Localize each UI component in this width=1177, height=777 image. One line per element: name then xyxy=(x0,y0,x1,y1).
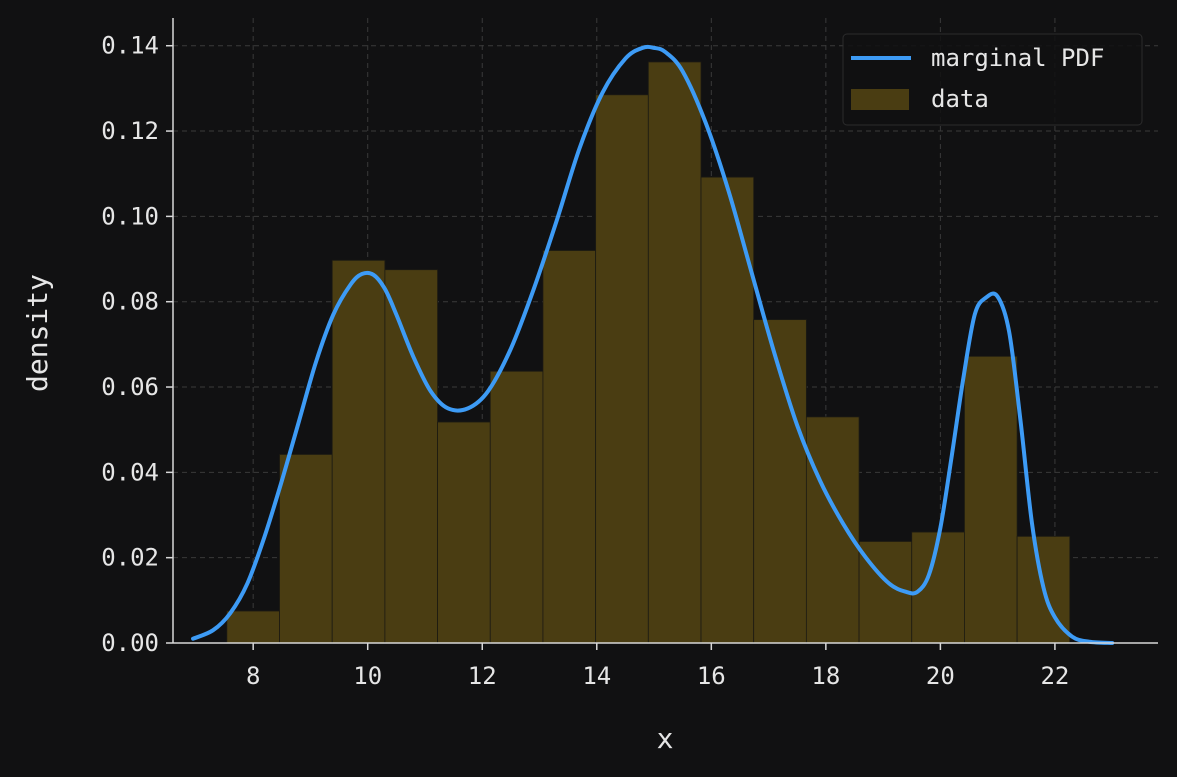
y-tick-label: 0.06 xyxy=(101,373,159,401)
x-tick-label: 8 xyxy=(246,662,260,690)
histogram-bar xyxy=(331,259,386,644)
histogram-bar xyxy=(595,94,649,644)
marginal-pdf-line xyxy=(191,44,1115,645)
histogram-bar xyxy=(489,370,544,644)
y-tick-label: 0.04 xyxy=(101,458,159,486)
legend-label-marginal-pdf: marginal PDF xyxy=(931,44,1104,72)
legend-box xyxy=(842,33,1143,126)
histogram-bar xyxy=(542,250,597,644)
histogram-bars xyxy=(226,61,1071,644)
y-tick-label: 0.14 xyxy=(101,32,159,60)
histogram-bar xyxy=(700,176,755,644)
y-tick-label: 0.02 xyxy=(101,544,159,572)
x-tick-label: 18 xyxy=(811,662,840,690)
x-tick-label: 14 xyxy=(582,662,611,690)
legend-swatch-data xyxy=(851,89,909,110)
x-ticks: 8 10 12 14 16 18 20 22 xyxy=(246,643,1069,690)
x-tick-label: 16 xyxy=(697,662,726,690)
y-axis-title: density xyxy=(21,274,54,392)
x-axis-title: x xyxy=(657,722,674,755)
x-tick-label: 20 xyxy=(926,662,955,690)
x-tick-label: 10 xyxy=(353,662,382,690)
y-tick-label: 0.08 xyxy=(101,288,159,316)
y-tick-label: 0.12 xyxy=(101,117,159,145)
x-tick-label: 12 xyxy=(468,662,497,690)
histogram-bar xyxy=(437,421,491,644)
histogram-bar xyxy=(226,610,280,644)
histogram-bar xyxy=(279,454,333,644)
y-ticks: 0.00 0.02 0.04 0.06 0.08 0.10 0.12 0.14 xyxy=(101,32,173,657)
histogram-bar xyxy=(647,61,702,644)
pdf-line-layer xyxy=(191,44,1115,645)
histogram-bar xyxy=(805,416,860,644)
axes xyxy=(172,18,1158,644)
histogram-bar xyxy=(384,269,438,644)
y-tick-label: 0.00 xyxy=(101,629,159,657)
legend: marginal PDF data xyxy=(842,33,1143,126)
legend-label-data: data xyxy=(931,85,989,113)
x-tick-label: 22 xyxy=(1040,662,1069,690)
y-tick-label: 0.10 xyxy=(101,202,159,230)
histogram-bar xyxy=(964,355,1018,644)
